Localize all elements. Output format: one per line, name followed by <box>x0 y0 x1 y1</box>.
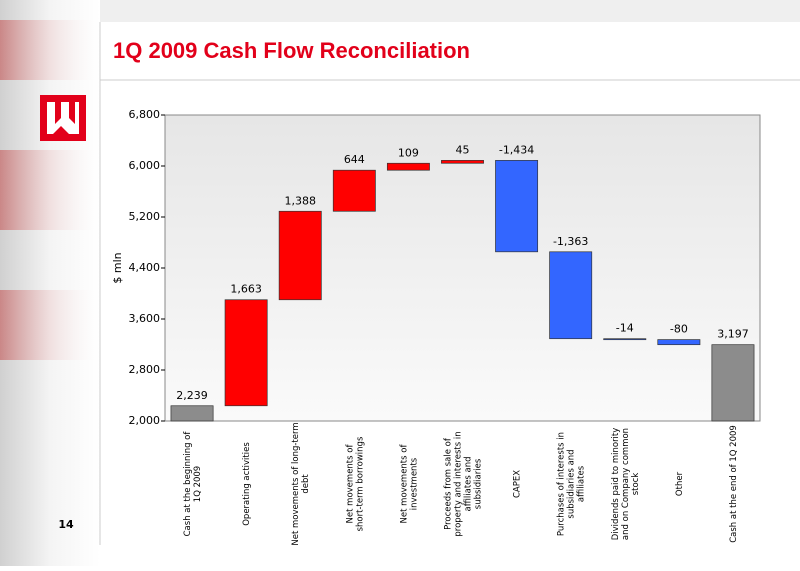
x-tick-label: Dividends paid to minorityand on Company… <box>611 428 641 541</box>
bar <box>278 210 322 301</box>
y-tick-label: 3,600 <box>129 312 161 325</box>
value-label: 2,239 <box>176 389 208 402</box>
bar <box>657 339 701 346</box>
chart-title: 1Q 2009 Cash Flow Reconciliation <box>113 38 470 63</box>
bar <box>224 299 268 407</box>
x-tick-label: CAPEX <box>513 470 523 498</box>
value-label: -1,363 <box>553 235 588 248</box>
side-accent <box>0 150 100 230</box>
x-tick-label: Cash at the beginning of1Q 2009 <box>183 431 203 537</box>
value-label: 45 <box>456 143 470 156</box>
top-band <box>100 0 800 22</box>
x-tick-label: Cash at the end of 1Q 2009 <box>729 425 739 543</box>
x-tick-label: Other <box>675 471 685 496</box>
x-tick-label: Proceeds from sale ofproperty and intere… <box>444 431 484 536</box>
y-axis-label: $ mln <box>111 252 124 283</box>
bar <box>332 169 376 212</box>
y-tick-label: 6,800 <box>129 108 161 121</box>
x-tick-label: Net movements ofinvestments <box>399 444 419 524</box>
side-accent <box>0 290 100 360</box>
bar <box>386 162 430 171</box>
side-band <box>0 0 100 566</box>
bar <box>711 344 755 422</box>
value-label: 1,663 <box>230 283 262 296</box>
x-tick-label: Operating activities <box>242 442 252 526</box>
y-tick-label: 2,000 <box>129 414 161 427</box>
value-label: -80 <box>670 323 688 336</box>
value-label: 109 <box>398 146 419 159</box>
y-tick-label: 4,400 <box>129 261 161 274</box>
x-tick-label: Purchases of interests insubsidiaries an… <box>557 432 587 536</box>
y-tick-label: 6,000 <box>129 159 161 172</box>
value-label: -1,434 <box>499 143 534 156</box>
y-tick-label: 2,800 <box>129 363 161 376</box>
y-tick-label: 5,200 <box>129 210 161 223</box>
bar <box>603 338 647 341</box>
value-label: -14 <box>616 322 634 335</box>
side-accent <box>0 20 100 80</box>
bar <box>495 160 539 253</box>
logo <box>40 95 86 141</box>
value-label: 1,388 <box>284 194 316 207</box>
value-label: 3,197 <box>717 328 749 341</box>
page-number: 14 <box>58 518 74 531</box>
bar <box>441 160 484 164</box>
value-label: 644 <box>344 153 365 166</box>
bar <box>549 251 593 340</box>
x-tick-label: Net movements ofshort-term borrowings <box>345 436 365 531</box>
bar <box>170 405 214 422</box>
x-tick-label: Net movements of long-termdebt <box>291 422 311 545</box>
